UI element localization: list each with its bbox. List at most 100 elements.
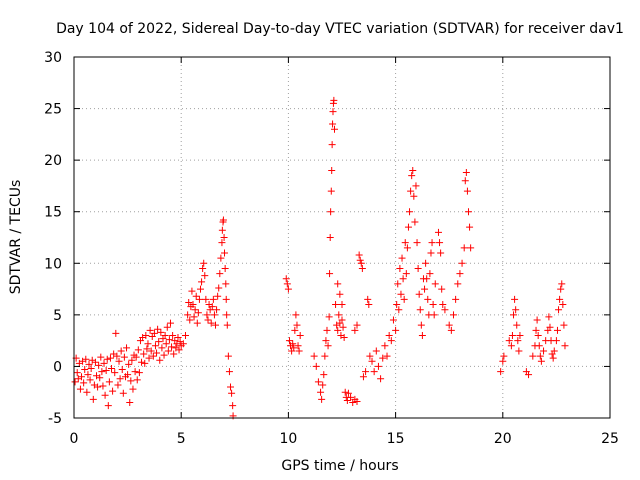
data-point (194, 309, 202, 317)
data-point (364, 295, 372, 303)
data-point (326, 234, 334, 241)
data-point (217, 254, 225, 262)
data-point (222, 280, 230, 288)
y-tick-label: -5 (48, 411, 62, 427)
data-point (328, 141, 336, 149)
data-point (525, 371, 533, 379)
data-point (537, 357, 545, 365)
data-point (285, 337, 293, 345)
data-point (310, 352, 318, 360)
data-point (540, 347, 548, 355)
data-point (154, 325, 162, 333)
x-tick-label: 15 (387, 431, 405, 447)
data-point (400, 295, 408, 303)
data-point (341, 388, 349, 396)
data-point (221, 264, 229, 272)
data-point (185, 298, 193, 306)
x-tick-labels: 0 5 10 15 20 25 (70, 431, 619, 447)
data-point (157, 328, 165, 336)
data-point (214, 292, 222, 300)
data-point (329, 108, 337, 116)
data-point (289, 340, 297, 348)
data-point (327, 187, 335, 195)
data-point (186, 316, 194, 324)
data-point (128, 356, 136, 364)
data-point (295, 347, 303, 355)
data-point (383, 352, 391, 360)
data-point (436, 239, 444, 247)
data-point (116, 375, 124, 383)
data-points (71, 96, 569, 420)
data-point (323, 326, 331, 334)
data-point (397, 290, 405, 298)
data-point (291, 326, 299, 334)
data-point (149, 352, 157, 360)
data-point (123, 344, 131, 352)
data-point (98, 368, 106, 376)
data-point (330, 125, 338, 133)
data-point (203, 311, 211, 319)
data-point (150, 329, 158, 337)
data-point (413, 239, 421, 247)
data-point (189, 301, 197, 309)
data-point (117, 347, 125, 355)
data-point (153, 349, 161, 357)
data-point (192, 292, 200, 300)
data-point (510, 311, 518, 319)
data-point (73, 369, 81, 377)
x-tick-label: 0 (70, 431, 79, 447)
data-point (366, 352, 374, 360)
data-point (362, 368, 370, 376)
data-point (500, 352, 508, 360)
data-point (119, 389, 127, 397)
data-point (146, 326, 154, 334)
data-point (408, 172, 416, 180)
data-point (97, 353, 105, 361)
data-point (204, 316, 212, 324)
data-point (212, 321, 220, 329)
data-point (379, 354, 387, 362)
data-point (401, 239, 409, 247)
data-point (396, 264, 404, 272)
data-point (411, 218, 419, 226)
data-point (282, 275, 290, 283)
data-point (332, 301, 340, 309)
data-point (370, 368, 378, 376)
data-point (553, 326, 561, 334)
data-point (143, 345, 151, 353)
data-point (460, 244, 468, 252)
y-tick-labels: -5 0 5 10 15 20 25 30 (44, 50, 62, 427)
data-point (424, 295, 432, 303)
data-point (99, 382, 107, 390)
data-point (407, 187, 415, 195)
data-point (179, 340, 187, 348)
data-point (552, 337, 560, 345)
data-point (228, 389, 236, 397)
data-point (335, 311, 343, 319)
data-point (118, 366, 126, 374)
data-point (164, 347, 172, 355)
data-point (356, 256, 364, 264)
data-point (283, 280, 291, 288)
data-point (512, 306, 520, 314)
data-point (85, 360, 93, 368)
data-point (338, 301, 346, 309)
data-point (549, 354, 557, 362)
data-point (395, 306, 403, 314)
data-point (87, 364, 95, 372)
data-point (155, 338, 163, 346)
data-point (461, 177, 469, 185)
data-point (78, 373, 86, 381)
data-point (321, 352, 329, 360)
data-point (83, 388, 91, 396)
data-point (385, 331, 393, 339)
data-point (336, 290, 344, 298)
data-point (353, 397, 361, 405)
data-point (124, 371, 132, 379)
data-point (515, 347, 523, 355)
data-point (210, 311, 218, 319)
data-point (439, 301, 447, 309)
data-point (445, 321, 453, 329)
data-point (418, 331, 426, 339)
data-point (327, 208, 335, 216)
